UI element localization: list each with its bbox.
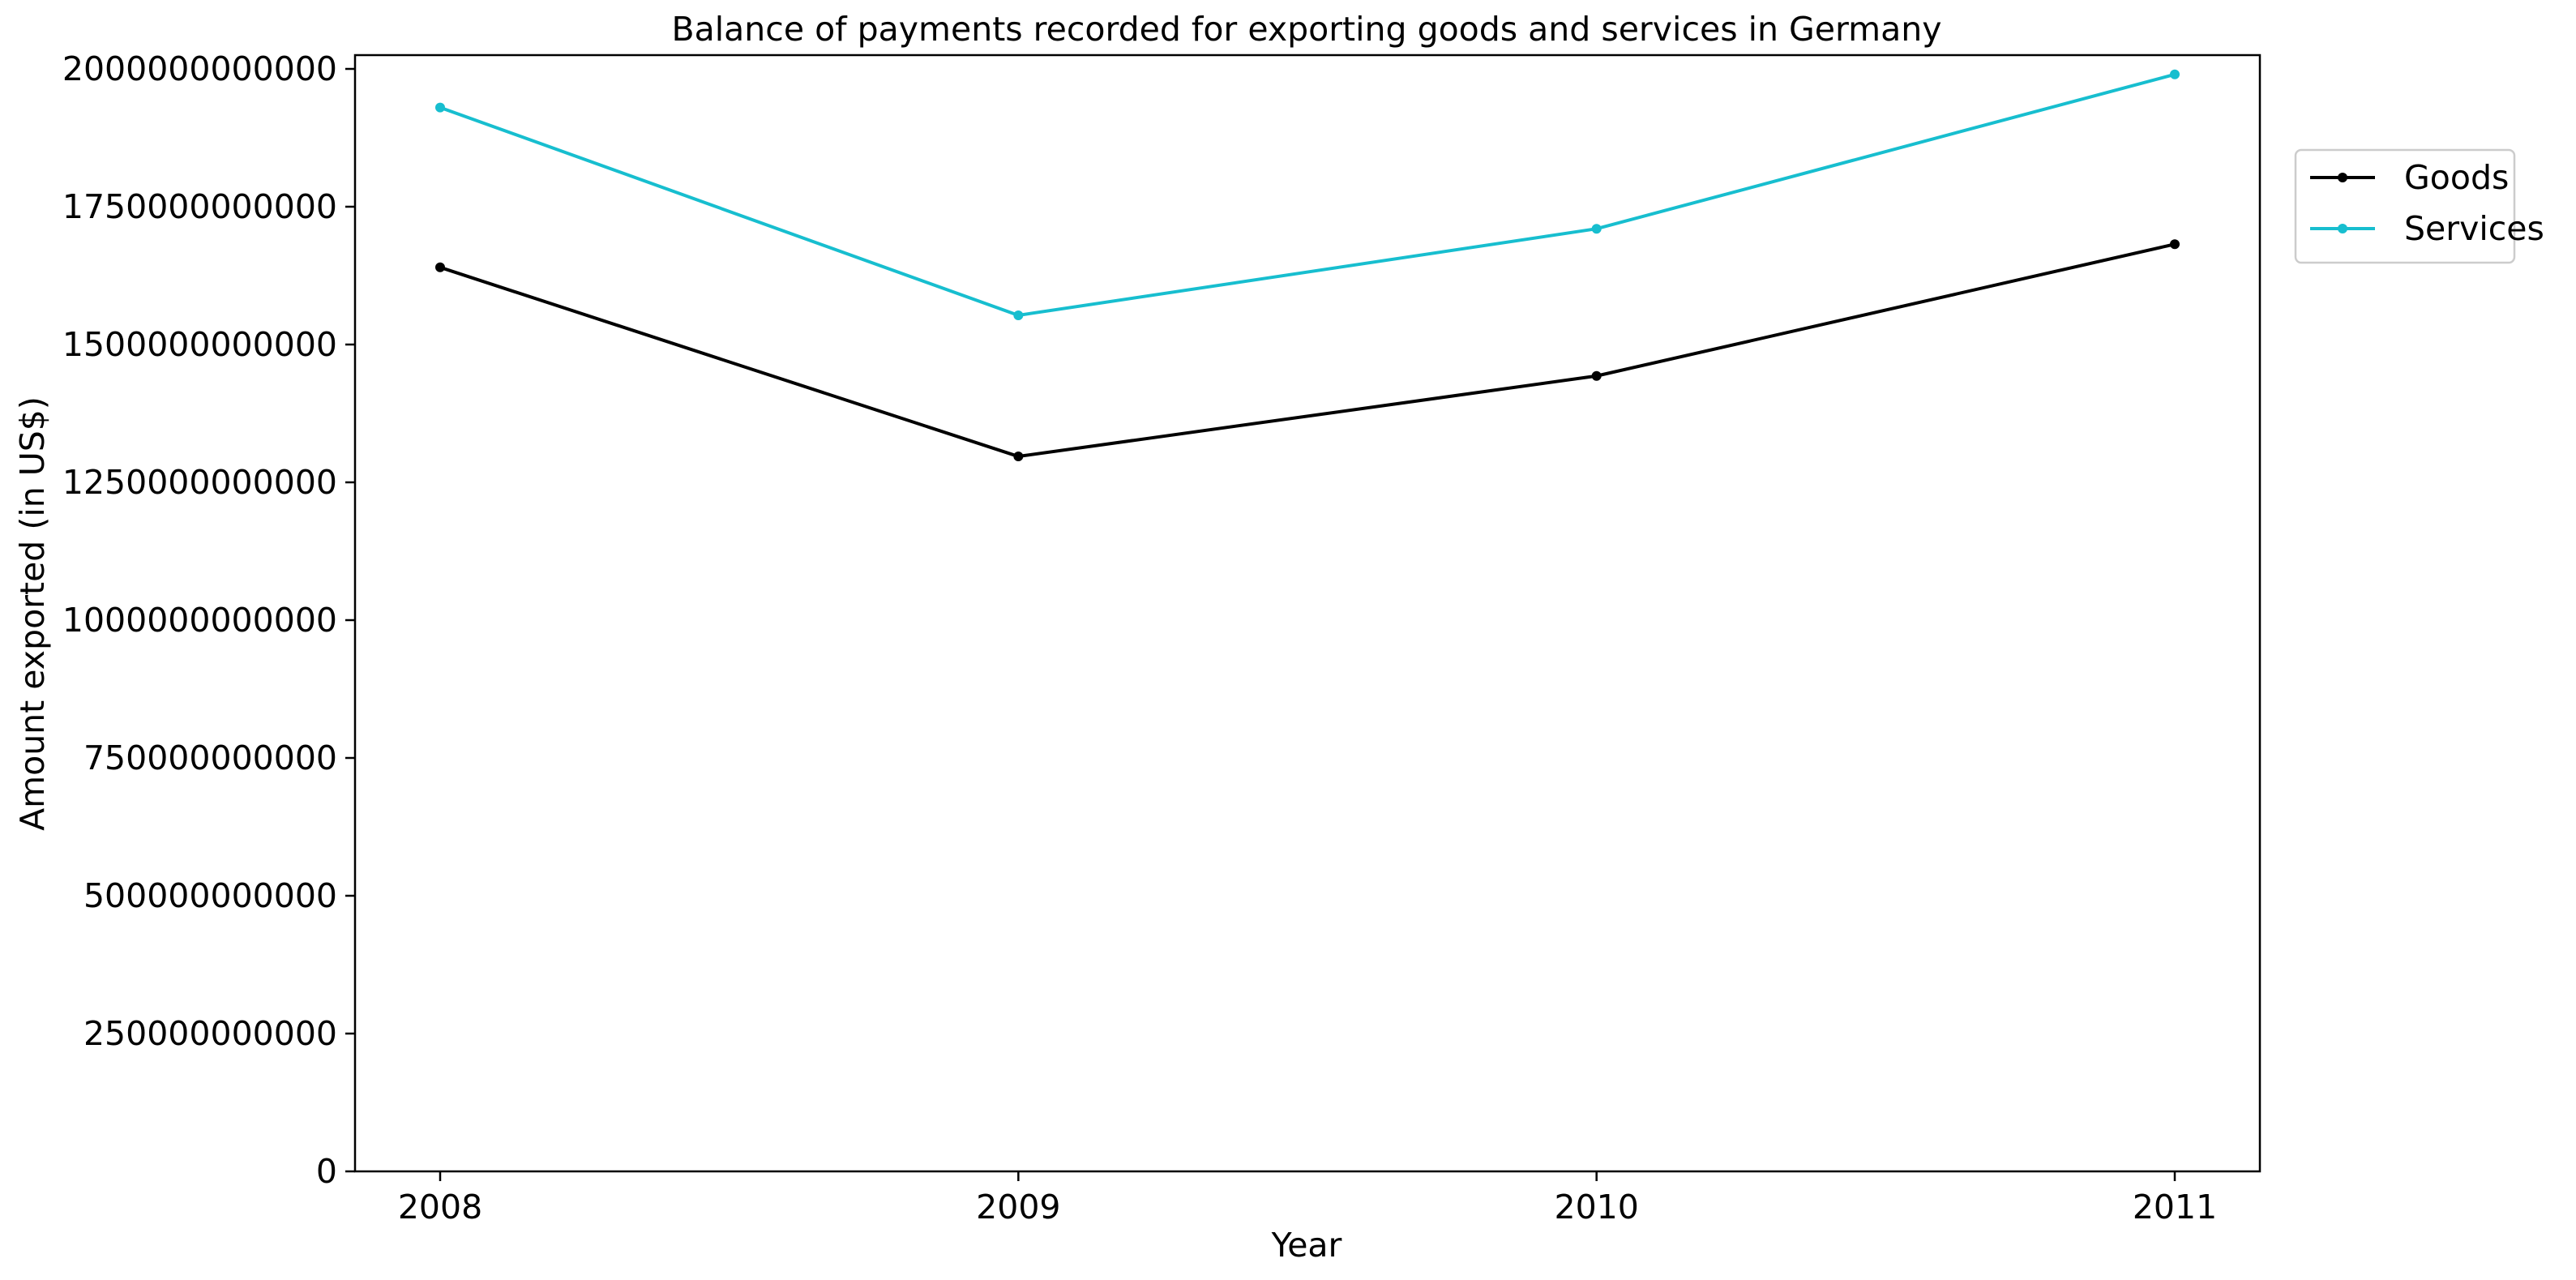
series-line-services xyxy=(439,72,2176,317)
data-point-goods xyxy=(2170,239,2180,250)
legend-swatch-marker xyxy=(2338,224,2347,233)
y-axis: 0 250000000000 500000000000 750000000000 100… xyxy=(62,49,355,1191)
y-tick-label: 1750000000000 xyxy=(62,187,337,226)
x-tick-label: 2008 xyxy=(398,1188,482,1226)
x-axis-label: Year xyxy=(1271,1226,1342,1265)
y-tick-label: 0 xyxy=(316,1152,337,1191)
legend-label: Goods xyxy=(2404,158,2509,197)
data-point-goods xyxy=(1013,452,1024,462)
data-point-services xyxy=(435,102,445,113)
legend-label: Services xyxy=(2404,209,2544,248)
y-axis-label: Amount exported (in US$) xyxy=(13,396,52,831)
data-point-services xyxy=(1013,310,1024,320)
legend-swatch-marker xyxy=(2338,173,2347,182)
y-tick-label: 2000000000000 xyxy=(62,49,337,88)
chart-title: Balance of payments recorded for exporti… xyxy=(672,10,1942,49)
y-tick-label: 1250000000000 xyxy=(62,463,337,502)
plot-area xyxy=(353,54,2261,1173)
x-axis: 2008 2009 2010 2011 xyxy=(398,1171,2217,1226)
series-line-goods xyxy=(439,242,2176,459)
y-tick-label: 1000000000000 xyxy=(62,601,337,640)
data-point-services xyxy=(2170,69,2180,79)
x-tick-label: 2011 xyxy=(2133,1188,2217,1226)
y-tick-label: 750000000000 xyxy=(83,738,337,777)
y-tick-label: 250000000000 xyxy=(83,1014,337,1053)
series-layer xyxy=(435,69,2180,462)
x-tick-label: 2009 xyxy=(976,1188,1060,1226)
data-point-services xyxy=(1591,224,1602,234)
y-tick-label: 500000000000 xyxy=(83,876,337,915)
legend: Goods Services xyxy=(2294,148,2544,264)
data-point-goods xyxy=(435,262,445,272)
data-point-goods xyxy=(1591,370,1602,381)
y-tick-label: 1500000000000 xyxy=(62,325,337,364)
x-tick-label: 2010 xyxy=(1554,1188,1638,1226)
